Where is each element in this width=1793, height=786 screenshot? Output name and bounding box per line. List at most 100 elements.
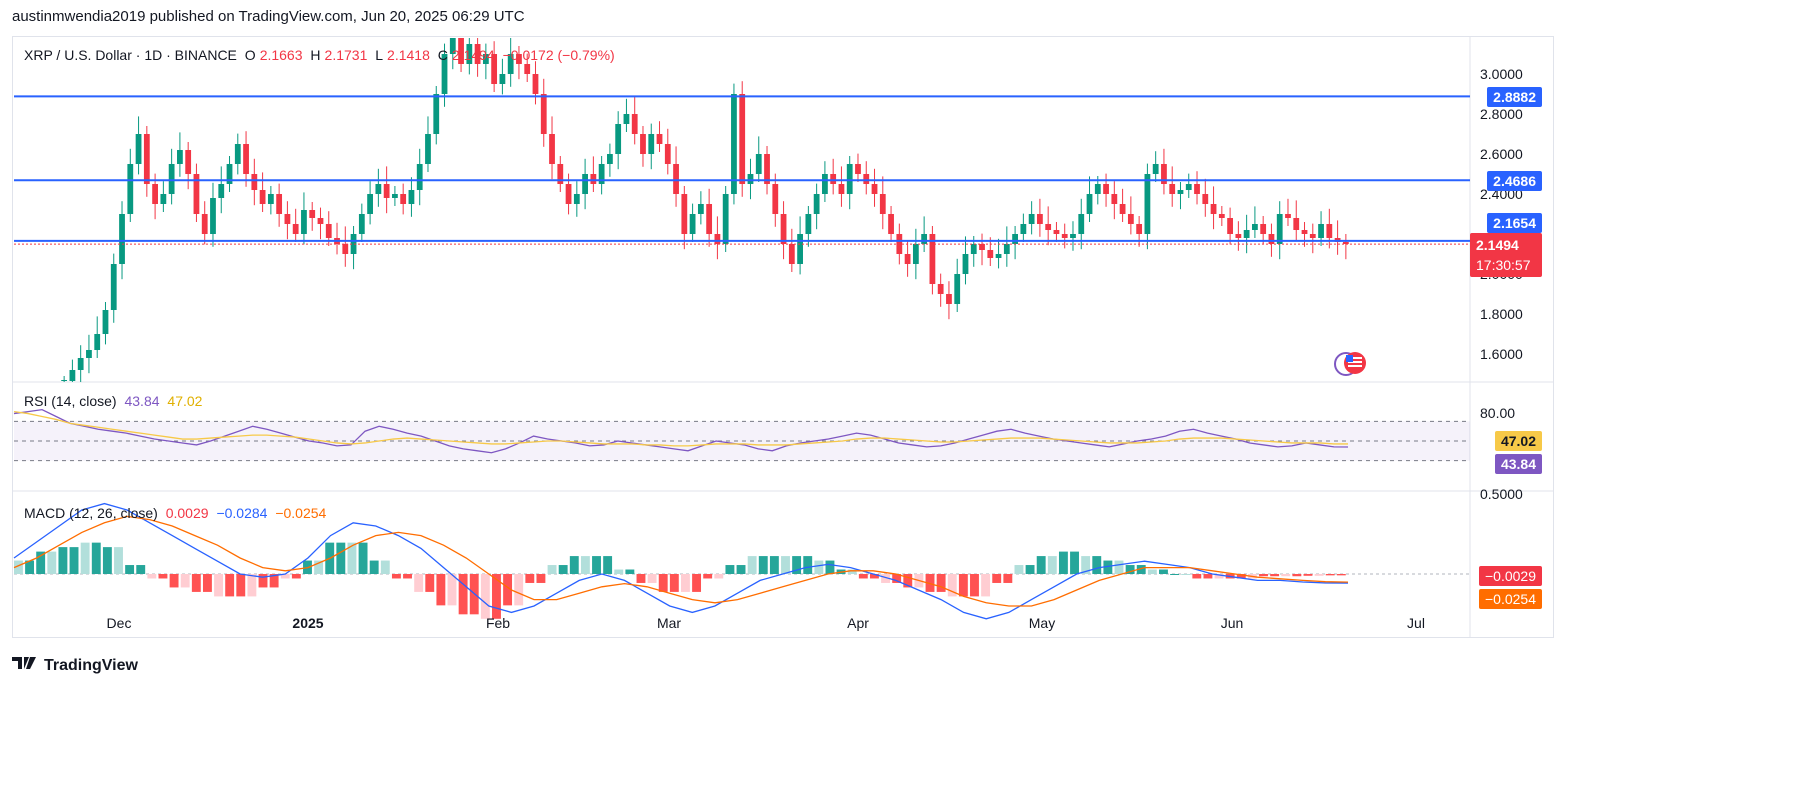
candle-body: [416, 164, 423, 190]
macd-histogram-bar: [458, 574, 468, 615]
macd-histogram-bar: [47, 551, 57, 574]
candle-body: [1210, 204, 1217, 214]
macd-histogram-bar: [1270, 574, 1280, 577]
open-value: 2.1663: [259, 47, 303, 63]
candle-body: [383, 184, 390, 198]
candle-body: [524, 64, 531, 74]
macd-histogram-bar: [291, 574, 301, 579]
macd-label[interactable]: MACD (12, 26, close): [24, 505, 158, 521]
macd-histogram-bar: [25, 560, 35, 574]
us-event-icon[interactable]: [1328, 348, 1368, 378]
candle-body: [1045, 224, 1052, 230]
macd-histogram-bar: [125, 565, 135, 574]
month-label: May: [1028, 615, 1056, 631]
candle-body: [731, 94, 737, 194]
candle-body: [937, 284, 944, 294]
macd-histogram-bar: [947, 574, 957, 597]
price-tick: 1.6000: [1480, 346, 1523, 362]
candle-body: [449, 38, 456, 54]
candle-body: [954, 274, 961, 304]
chart-canvas[interactable]: [0, 0, 1568, 686]
macd-legend: MACD (12, 26, close) 0.0029 −0.0284 −0.0…: [24, 505, 330, 521]
macd-histogram-bar: [736, 565, 746, 574]
month-label: Jun: [1220, 615, 1244, 631]
candle-body: [226, 164, 233, 184]
candle-body: [689, 214, 696, 234]
candle-body: [1144, 174, 1151, 234]
candle-body: [1127, 214, 1134, 224]
candle-body: [358, 214, 365, 234]
candle-body: [1152, 164, 1159, 174]
macd-line: [13, 502, 1349, 620]
candle-body: [69, 370, 76, 381]
candle-body: [1185, 184, 1192, 190]
candle-body: [160, 194, 167, 204]
macd-histogram-bar: [592, 556, 601, 574]
candle-body: [1301, 230, 1308, 234]
candle-body: [904, 254, 911, 264]
candle-body: [1003, 244, 1010, 254]
candle-body: [863, 174, 870, 184]
candle-body: [1202, 194, 1209, 204]
macd-histogram-bar: [225, 574, 235, 597]
candle-body: [822, 174, 828, 194]
candle-body: [1053, 230, 1060, 234]
candle-body: [367, 194, 373, 214]
macd-histogram-bar: [1192, 574, 1202, 579]
rsi-tick: 0.5000: [1480, 486, 1523, 502]
candle-body: [152, 184, 158, 204]
candle-body: [747, 174, 754, 184]
macd-histogram-bar: [703, 574, 713, 579]
candle-body: [656, 134, 663, 144]
tradingview-brand[interactable]: TradingView: [44, 656, 138, 674]
current-price-value: 2.1494: [1476, 237, 1519, 253]
rsi-label[interactable]: RSI (14, close): [24, 393, 117, 409]
macd-histogram-bar: [892, 574, 902, 583]
macd-histogram-bar: [1292, 574, 1302, 577]
candle-body: [598, 164, 605, 184]
macd-signal-tag: −0.0254: [1479, 589, 1542, 609]
candle-body: [846, 164, 853, 194]
candle-body: [1318, 224, 1324, 238]
tradingview-logo-icon[interactable]: [12, 655, 38, 676]
macd-histogram-bar: [1159, 569, 1168, 574]
candle-body: [631, 114, 638, 134]
candle-body: [234, 144, 241, 164]
candle-body: [1177, 190, 1184, 194]
candle-body: [565, 184, 572, 204]
macd-histogram-bar: [1025, 565, 1035, 574]
macd-histogram-bar: [258, 574, 268, 588]
countdown-timer: 17:30:57: [1476, 257, 1531, 273]
candle-body: [400, 194, 407, 204]
macd-histogram-bar: [414, 574, 424, 592]
macd-histogram-bar: [869, 574, 879, 579]
macd-histogram-bar: [725, 565, 735, 574]
level-tag: 2.4686: [1487, 171, 1542, 191]
high-value: 2.1731: [324, 47, 368, 63]
macd-histogram-bar: [636, 574, 646, 583]
candle-body: [507, 54, 514, 74]
candle-body: [1169, 184, 1176, 194]
month-label: Apr: [847, 615, 869, 631]
macd-histogram-bar: [1103, 560, 1113, 574]
candle-body: [1243, 230, 1250, 238]
candle-body: [441, 54, 448, 94]
level-tag: 2.1654: [1487, 213, 1542, 233]
candle-body: [970, 244, 977, 254]
macd-histogram-bar: [102, 547, 112, 574]
candle-body: [714, 234, 721, 244]
candle-body: [772, 184, 779, 214]
symbol-title[interactable]: XRP / U.S. Dollar · 1D · BINANCE: [24, 47, 237, 63]
macd-histogram-bar: [1125, 565, 1135, 574]
candle-body: [1342, 242, 1349, 244]
macd-histogram-bar: [580, 556, 590, 574]
macd-histogram-bar: [747, 556, 757, 574]
macd-histogram-bar: [91, 542, 101, 574]
low-label: L: [375, 47, 384, 63]
macd-histogram-bar: [480, 574, 490, 619]
candle-body: [573, 194, 580, 204]
candle-body: [648, 134, 655, 154]
macd-histogram-bar: [692, 574, 702, 592]
candle-body: [623, 114, 630, 124]
macd-histogram-bar: [202, 574, 212, 592]
